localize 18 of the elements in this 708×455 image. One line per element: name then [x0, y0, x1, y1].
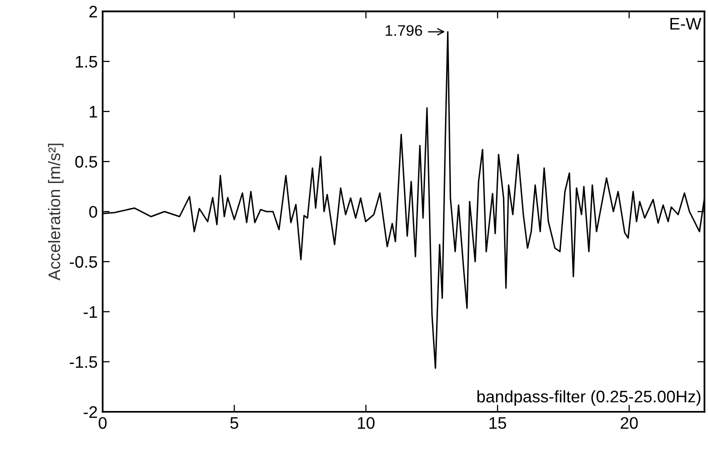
annotation: E-W [670, 18, 702, 30]
y-tick-label: 1.5 [76, 56, 98, 68]
annotation: bandpass-filter (0.25-25.00Hz) [477, 390, 700, 406]
y-tick-label: -2 [84, 406, 97, 418]
y-tick-label: -1 [84, 306, 97, 318]
y-tick-label: -0.5 [70, 256, 98, 268]
x-tick-label: 10 [358, 417, 375, 429]
y-tick-label: 0 [89, 206, 98, 218]
annotation: 1.796 [386, 25, 422, 36]
y-axis-title: Acceleration [m/s²] [48, 144, 64, 281]
y-tick-label: 0.5 [75, 156, 98, 168]
y-tick-label: 1 [90, 106, 97, 118]
x-tick-label: 0 [98, 417, 107, 429]
x-tick-label: 5 [230, 417, 238, 429]
x-tick-label: 20 [620, 417, 638, 429]
y-tick-label: 2 [89, 6, 97, 18]
y-tick-label: -1.5 [70, 356, 98, 368]
x-tick-label: 15 [490, 417, 506, 429]
